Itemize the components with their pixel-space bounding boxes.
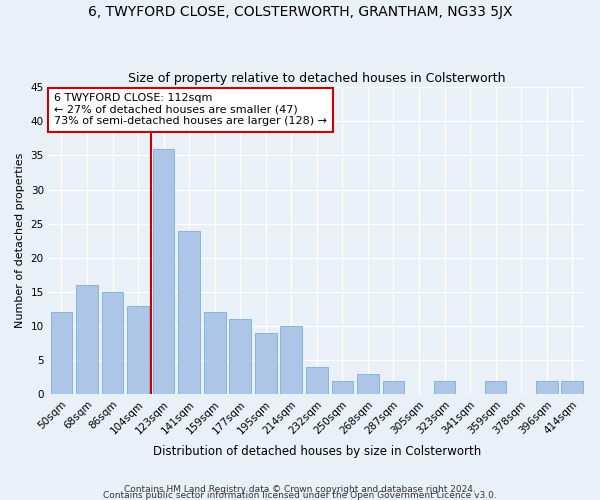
Bar <box>50 312 72 394</box>
Bar <box>306 367 328 394</box>
Bar <box>76 285 98 395</box>
Bar <box>178 230 200 394</box>
Y-axis label: Number of detached properties: Number of detached properties <box>15 153 25 328</box>
Text: Contains HM Land Registry data © Crown copyright and database right 2024.: Contains HM Land Registry data © Crown c… <box>124 484 476 494</box>
Text: Contains public sector information licensed under the Open Government Licence v3: Contains public sector information licen… <box>103 490 497 500</box>
Bar <box>485 381 506 394</box>
Bar <box>101 292 124 394</box>
Bar <box>332 381 353 394</box>
X-axis label: Distribution of detached houses by size in Colsterworth: Distribution of detached houses by size … <box>153 444 481 458</box>
Bar <box>383 381 404 394</box>
Bar <box>153 148 175 394</box>
Bar <box>536 381 557 394</box>
Bar <box>127 306 149 394</box>
Text: 6 TWYFORD CLOSE: 112sqm
← 27% of detached houses are smaller (47)
73% of semi-de: 6 TWYFORD CLOSE: 112sqm ← 27% of detache… <box>54 93 327 126</box>
Bar <box>357 374 379 394</box>
Bar <box>255 333 277 394</box>
Bar <box>204 312 226 394</box>
Text: 6, TWYFORD CLOSE, COLSTERWORTH, GRANTHAM, NG33 5JX: 6, TWYFORD CLOSE, COLSTERWORTH, GRANTHAM… <box>88 5 512 19</box>
Bar <box>229 320 251 394</box>
Title: Size of property relative to detached houses in Colsterworth: Size of property relative to detached ho… <box>128 72 506 85</box>
Bar <box>562 381 583 394</box>
Bar <box>280 326 302 394</box>
Bar <box>434 381 455 394</box>
